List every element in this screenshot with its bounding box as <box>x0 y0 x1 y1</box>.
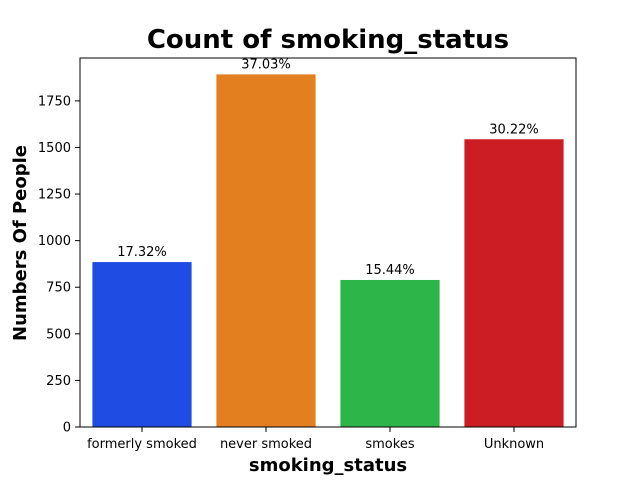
y-tick-label: 500 <box>46 327 71 342</box>
y-tick-label: 1250 <box>38 188 71 203</box>
y-axis-label: Numbers Of People <box>10 145 31 341</box>
plot-area: 17.32% formerly smoked 37.03% never smoked 1… <box>38 57 577 452</box>
chart-title: Count of smoking_status <box>147 25 509 55</box>
x-tick-label: Unknown <box>484 437 544 452</box>
y-tick-label: 750 <box>46 281 71 296</box>
y-tick-label: 1500 <box>38 141 71 156</box>
data-label: 15.44% <box>365 263 415 278</box>
data-label: 37.03% <box>241 57 291 72</box>
y-tick-label: 1750 <box>38 94 71 109</box>
y-tick-label: 1000 <box>38 234 71 249</box>
bar <box>92 262 192 427</box>
x-tick-label: formerly smoked <box>87 437 197 452</box>
x-tick-label: never smoked <box>220 437 312 452</box>
bar <box>464 139 564 427</box>
x-tick-label: smokes <box>365 437 414 452</box>
bar <box>340 279 440 427</box>
y-tick-label: 250 <box>46 374 71 389</box>
axes-frame <box>79 57 577 428</box>
x-axis-label: smoking_status <box>249 455 407 476</box>
bar <box>216 74 316 428</box>
data-label: 17.32% <box>117 245 167 260</box>
data-label: 30.22% <box>489 122 539 137</box>
y-tick-label: 0 <box>63 421 71 436</box>
